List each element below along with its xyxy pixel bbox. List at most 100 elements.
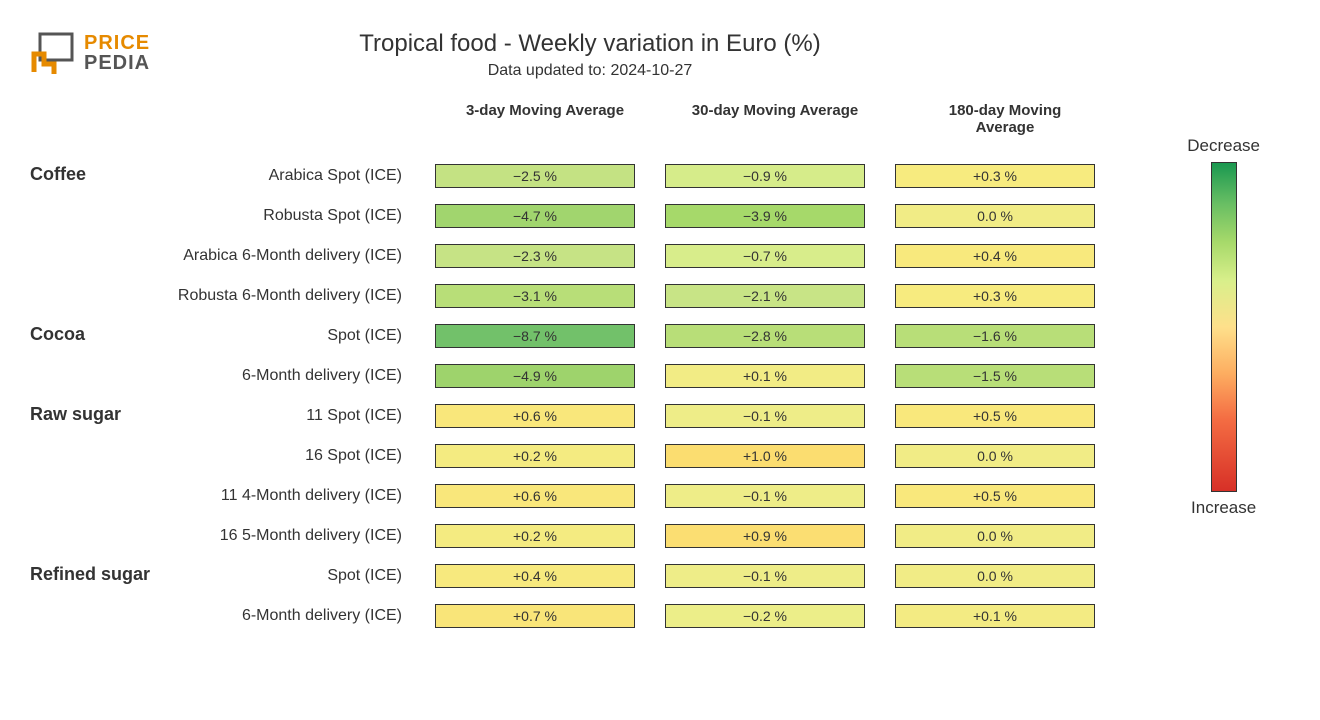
legend-top-label: Decrease — [1187, 136, 1260, 156]
heatmap-cell-wrap: −0.9 % — [650, 164, 880, 188]
heatmap-cell: 0.0 % — [895, 204, 1095, 228]
chart-subtitle: Data updated to: 2024-10-27 — [0, 62, 1180, 80]
heatmap-cell: −2.1 % — [665, 284, 865, 308]
heatmap-cell-wrap: 0.0 % — [880, 564, 1110, 588]
heatmap-cell-wrap: −3.9 % — [650, 204, 880, 228]
row-label: Robusta 6-Month delivery (ICE) — [0, 287, 420, 305]
heatmap-cell-wrap: +0.5 % — [880, 484, 1110, 508]
row-label: Robusta Spot (ICE) — [0, 207, 420, 225]
heatmap-cell: +0.3 % — [895, 164, 1095, 188]
table-row: 11 Spot (ICE) +0.6 % −0.1 % +0.5 % — [0, 400, 1180, 432]
heatmap-cell: −0.7 % — [665, 244, 865, 268]
table-row: Arabica 6-Month delivery (ICE) −2.3 % −0.7… — [0, 240, 1180, 272]
row-label: Spot (ICE) — [0, 567, 420, 585]
heatmap-cell-wrap: −8.7 % — [420, 324, 650, 348]
heatmap-cell-wrap: +0.1 % — [650, 364, 880, 388]
table-row: Spot (ICE) +0.4 % −0.1 % 0.0 % — [0, 560, 1180, 592]
table-row: 16 5-Month delivery (ICE) +0.2 % +0.9 % 0.0… — [0, 520, 1180, 552]
heatmap-cell: +0.6 % — [435, 404, 635, 428]
heatmap-cell-wrap: +0.6 % — [420, 484, 650, 508]
heatmap-cell-wrap: +0.1 % — [880, 604, 1110, 628]
heatmap-cell-wrap: +0.7 % — [420, 604, 650, 628]
column-header-30day: 30-day Moving Average — [660, 102, 890, 136]
heatmap-cell: 0.0 % — [895, 524, 1095, 548]
table-row: 16 Spot (ICE) +0.2 % +1.0 % 0.0 % — [0, 440, 1180, 472]
heatmap-cell-wrap: +1.0 % — [650, 444, 880, 468]
row-label: 11 Spot (ICE) — [0, 407, 420, 425]
heatmap-cell-wrap: 0.0 % — [880, 204, 1110, 228]
heatmap-cell-wrap: +0.6 % — [420, 404, 650, 428]
row-label: 6-Month delivery (ICE) — [0, 607, 420, 625]
heatmap-cell: +0.5 % — [895, 484, 1095, 508]
row-label: 16 5-Month delivery (ICE) — [0, 527, 420, 545]
row-label: Arabica 6-Month delivery (ICE) — [0, 247, 420, 265]
heatmap-cell-wrap: +0.3 % — [880, 284, 1110, 308]
legend-bottom-label: Increase — [1191, 498, 1256, 518]
table-row: Robusta Spot (ICE) −4.7 % −3.9 % 0.0 % — [0, 200, 1180, 232]
row-label: 16 Spot (ICE) — [0, 447, 420, 465]
table-row: Spot (ICE) −8.7 % −2.8 % −1.6 % — [0, 320, 1180, 352]
heatmap-cell: +0.4 % — [435, 564, 635, 588]
heatmap-cell: +0.4 % — [895, 244, 1095, 268]
heatmap-cell-wrap: −2.1 % — [650, 284, 880, 308]
heatmap-cell: +0.2 % — [435, 524, 635, 548]
heatmap-cell-wrap: −2.3 % — [420, 244, 650, 268]
heatmap-cell-wrap: −4.7 % — [420, 204, 650, 228]
heatmap-cell: −2.3 % — [435, 244, 635, 268]
heatmap-cell-wrap: 0.0 % — [880, 444, 1110, 468]
heatmap-cell: −4.7 % — [435, 204, 635, 228]
heatmap-cell-wrap: +0.9 % — [650, 524, 880, 548]
heatmap-cell-wrap: +0.2 % — [420, 524, 650, 548]
heatmap-cell-wrap: −1.6 % — [880, 324, 1110, 348]
heatmap-cell: +0.3 % — [895, 284, 1095, 308]
column-header-180day: 180-day Moving Average — [890, 102, 1120, 136]
heatmap-cell: +0.2 % — [435, 444, 635, 468]
heatmap-cell-wrap: +0.3 % — [880, 164, 1110, 188]
row-label: 6-Month delivery (ICE) — [0, 367, 420, 385]
heatmap-cell: −0.9 % — [665, 164, 865, 188]
heatmap-cell: 0.0 % — [895, 444, 1095, 468]
heatmap-cell: −3.1 % — [435, 284, 635, 308]
heatmap-cell-wrap: +0.2 % — [420, 444, 650, 468]
heatmap-cell-wrap: −0.1 % — [650, 404, 880, 428]
heatmap-cell: +1.0 % — [665, 444, 865, 468]
heatmap-cell-wrap: −3.1 % — [420, 284, 650, 308]
heatmap-cell-wrap: +0.4 % — [420, 564, 650, 588]
heatmap-cell-wrap: −4.9 % — [420, 364, 650, 388]
table-row: Arabica Spot (ICE) −2.5 % −0.9 % +0.3 % — [0, 160, 1180, 192]
heatmap-cell: −4.9 % — [435, 364, 635, 388]
heatmap-cell: +0.9 % — [665, 524, 865, 548]
table-row: 11 4-Month delivery (ICE) +0.6 % −0.1 % +0.… — [0, 480, 1180, 512]
heatmap-cell: −8.7 % — [435, 324, 635, 348]
row-label: 11 4-Month delivery (ICE) — [0, 487, 420, 505]
heatmap-cell: −1.5 % — [895, 364, 1095, 388]
heatmap-cell-wrap: −0.1 % — [650, 484, 880, 508]
heatmap-cell-wrap: −0.1 % — [650, 564, 880, 588]
heatmap-cell-wrap: −0.7 % — [650, 244, 880, 268]
heatmap-cell: +0.1 % — [895, 604, 1095, 628]
heatmap-cell: −2.5 % — [435, 164, 635, 188]
heatmap-cell: −0.2 % — [665, 604, 865, 628]
heatmap-cell-wrap: +0.4 % — [880, 244, 1110, 268]
column-headers: 3-day Moving Average 30-day Moving Avera… — [430, 102, 1120, 136]
heatmap-cell: 0.0 % — [895, 564, 1095, 588]
column-header-3day: 3-day Moving Average — [430, 102, 660, 136]
heatmap-cell: +0.7 % — [435, 604, 635, 628]
heatmap-cell: −0.1 % — [665, 564, 865, 588]
heatmap-cell: −0.1 % — [665, 404, 865, 428]
heatmap-cell: +0.6 % — [435, 484, 635, 508]
heatmap-cell-wrap: 0.0 % — [880, 524, 1110, 548]
chart-title: Tropical food - Weekly variation in Euro… — [0, 30, 1180, 58]
legend-gradient-bar — [1211, 162, 1237, 492]
heatmap-cell-wrap: +0.5 % — [880, 404, 1110, 428]
heatmap-cell-wrap: −2.8 % — [650, 324, 880, 348]
row-label: Spot (ICE) — [0, 327, 420, 345]
heatmap-cell: −0.1 % — [665, 484, 865, 508]
table-row: Robusta 6-Month delivery (ICE) −3.1 % −2.1… — [0, 280, 1180, 312]
heatmap-cell: −3.9 % — [665, 204, 865, 228]
heatmap-cell: +0.5 % — [895, 404, 1095, 428]
heatmap-cell-wrap: −1.5 % — [880, 364, 1110, 388]
heatmap-cell: +0.1 % — [665, 364, 865, 388]
heatmap-cell: −1.6 % — [895, 324, 1095, 348]
row-label: Arabica Spot (ICE) — [0, 167, 420, 185]
